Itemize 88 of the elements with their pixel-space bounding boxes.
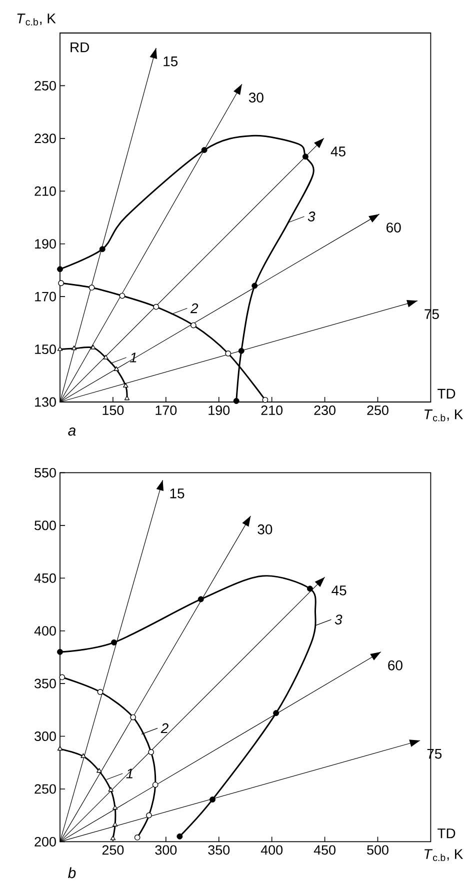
point	[148, 749, 154, 756]
point	[123, 382, 128, 388]
point	[198, 596, 204, 602]
text: TD	[438, 388, 456, 398]
text: b	[68, 867, 76, 878]
point	[108, 787, 114, 792]
annotation: 60	[388, 660, 402, 670]
annotation: 30	[258, 524, 272, 534]
annotation: 3	[334, 614, 342, 625]
point	[57, 266, 63, 272]
point	[233, 398, 240, 404]
y-tick-label: 250	[34, 784, 56, 794]
point	[176, 833, 183, 840]
x-tick-label: 230	[314, 406, 336, 416]
y-tick-label: 350	[34, 678, 56, 688]
point	[58, 280, 64, 286]
point	[57, 346, 63, 351]
annotation: 45	[330, 146, 346, 156]
point	[130, 714, 136, 720]
y-tick-label: 450	[34, 573, 56, 583]
point	[190, 322, 196, 328]
y-tick-label: 150	[35, 344, 56, 354]
point	[238, 348, 244, 354]
point	[146, 812, 152, 818]
point	[97, 689, 104, 695]
y-tick-label: 230	[34, 134, 56, 144]
point	[124, 396, 130, 400]
y-tick-label: 250	[34, 80, 56, 90]
x-tick-label: 170	[156, 406, 177, 416]
annotation: 15	[164, 56, 178, 66]
x-tick-label: 190	[208, 406, 230, 416]
y-tick-label: 550	[34, 468, 56, 478]
point	[252, 282, 258, 289]
point	[302, 154, 308, 160]
y-axis-title: T$_{c.b}$, K	[17, 14, 56, 26]
annotation: 60	[386, 222, 401, 232]
point	[59, 674, 66, 680]
annotation: 15	[170, 488, 184, 498]
y-tick-label: 400	[34, 626, 56, 636]
annotation: RD	[70, 42, 89, 52]
annotation: 3	[308, 212, 316, 222]
x-tick-label: 500	[367, 845, 388, 855]
point	[111, 639, 118, 646]
point	[152, 782, 158, 788]
x-axis-title: T$_{c.b}$, K	[424, 849, 464, 862]
annotation: 2	[160, 723, 168, 734]
point	[225, 350, 232, 356]
annotation: 2	[190, 303, 198, 314]
y-tick-label: 200	[34, 836, 56, 846]
point	[273, 710, 280, 716]
point	[80, 753, 86, 758]
point	[112, 805, 118, 810]
point	[88, 284, 95, 291]
x-tick-label: 250	[367, 406, 388, 416]
annotation: 45	[332, 586, 346, 596]
y-tick-label: 300	[34, 732, 56, 742]
y-tick-label: 210	[34, 186, 56, 196]
point	[103, 354, 108, 360]
point	[90, 344, 96, 350]
y-tick-label: 500	[34, 520, 56, 530]
point	[306, 586, 313, 592]
x-tick-label: 350	[208, 845, 230, 855]
x-tick-label: 400	[260, 845, 283, 855]
annotation: 30	[248, 92, 264, 103]
y-tick-label: 170	[35, 292, 56, 302]
point	[110, 836, 116, 840]
point	[201, 147, 208, 154]
point	[134, 834, 140, 840]
point	[153, 304, 160, 310]
x-axis-title: T$_{c.b}$, K	[424, 410, 464, 422]
y-tick-label: 190	[35, 239, 56, 249]
x-tick-label: 450	[314, 845, 336, 855]
text: a	[68, 428, 76, 436]
point	[57, 648, 63, 655]
x-tick-label: 300	[155, 845, 177, 855]
x-tick-label: 250	[102, 845, 124, 855]
point	[71, 346, 77, 350]
point	[99, 246, 106, 252]
y-tick-label: 130	[35, 397, 56, 407]
x-tick-label: 150	[102, 406, 124, 416]
point	[119, 292, 126, 299]
point	[210, 796, 216, 803]
point	[262, 396, 268, 403]
point	[96, 768, 102, 773]
text: TD	[438, 828, 456, 838]
point	[114, 366, 119, 371]
point	[57, 746, 63, 751]
x-tick-label: 210	[261, 406, 283, 416]
